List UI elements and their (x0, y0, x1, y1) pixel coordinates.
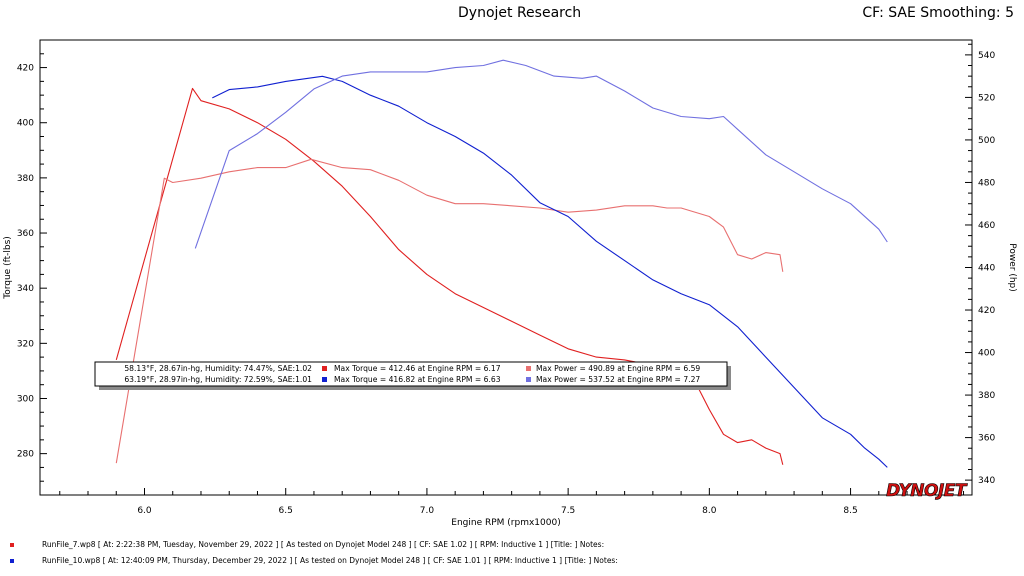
y-tick-label: 420 (17, 64, 34, 74)
y2-tick-label: 540 (978, 51, 995, 61)
series-line-3 (212, 75, 888, 468)
legend-swatch-power (526, 366, 531, 371)
legend-swatch-torque (322, 377, 327, 382)
y2-tick-label: 460 (978, 221, 995, 231)
y2-tick-label: 480 (978, 178, 995, 188)
x-tick-label: 7.0 (420, 506, 435, 516)
y2-tick-label: 380 (978, 391, 995, 401)
y2-tick-label: 340 (978, 476, 995, 486)
y-tick-label: 320 (17, 339, 34, 349)
y-tick-label: 400 (17, 119, 34, 129)
run-1-color-marker (10, 543, 14, 547)
legend-swatch-torque (322, 366, 327, 371)
legend-power-text: Max Power = 537.52 at Engine RPM = 7.27 (536, 375, 700, 384)
y2-tick-label: 420 (978, 306, 995, 316)
series-layer (115, 59, 888, 468)
series-line-4 (194, 59, 888, 249)
y2-tick-label: 520 (978, 93, 995, 103)
legend-torque-text: Max Torque = 416.82 at Engine RPM = 6.63 (334, 375, 501, 384)
footer-run-2: RunFile_10.wp8 [ At: 12:40:09 PM, Thursd… (10, 556, 618, 565)
run-2-color-marker (10, 559, 14, 563)
y2-tick-label: 440 (978, 264, 995, 274)
dynojet-logo: DYNOJET (886, 481, 969, 502)
y-tick-label: 340 (17, 284, 34, 294)
legend-swatch-power (526, 377, 531, 382)
y-tick-label: 300 (17, 394, 34, 404)
y-tick-label: 280 (17, 450, 34, 460)
x-axis-label: Engine RPM (rpmx1000) (451, 518, 560, 528)
footer-run-1: RunFile_7.wp8 [ At: 2:22:38 PM, Tuesday,… (10, 540, 604, 549)
plot-frame (39, 39, 973, 496)
legend-conditions: 58.13°F, 28.67in-hg, Humidity: 74.47%, S… (124, 364, 312, 373)
footer-run-1-text: RunFile_7.wp8 [ At: 2:22:38 PM, Tuesday,… (42, 540, 605, 549)
y2-axis-label: Power (hp) (1007, 243, 1017, 292)
y-tick-label: 380 (17, 174, 34, 184)
legend-box: 58.13°F, 28.67in-hg, Humidity: 74.47%, S… (94, 361, 731, 390)
y-axis-label: Torque (ft-lbs) (3, 236, 13, 300)
page-title: Dynojet Research (458, 5, 582, 21)
series-line-2 (115, 158, 784, 464)
y-tick-label: 360 (17, 229, 34, 239)
x-tick-label: 8.5 (843, 506, 857, 516)
correction-factor-info: CF: SAE Smoothing: 5 (862, 5, 1014, 21)
legend-conditions: 63.19°F, 28.97in-hg, Humidity: 72.59%, S… (124, 375, 312, 384)
x-tick-label: 6.5 (279, 506, 293, 516)
y2-tick-label: 400 (978, 349, 995, 359)
footer-run-2-text: RunFile_10.wp8 [ At: 12:40:09 PM, Thursd… (42, 556, 618, 565)
legend-power-text: Max Power = 490.89 at Engine RPM = 6.59 (536, 364, 700, 373)
y2-tick-label: 500 (978, 136, 995, 146)
legend-frame (94, 361, 728, 387)
dynojet-logo-text: DYNOJET (886, 481, 968, 501)
x-tick-label: 8.0 (702, 506, 717, 516)
axes-layer: 6.0 6.5 7.0 7.5 8.0 8.5 280 300 320 340 360 380 400 4… (3, 39, 1017, 528)
x-tick-label: 6.0 (137, 506, 152, 516)
legend-torque-text: Max Torque = 412.46 at Engine RPM = 6.17 (334, 364, 501, 373)
x-tick-label: 7.5 (561, 506, 575, 516)
series-line-1 (115, 87, 784, 465)
y2-tick-label: 360 (978, 434, 995, 444)
